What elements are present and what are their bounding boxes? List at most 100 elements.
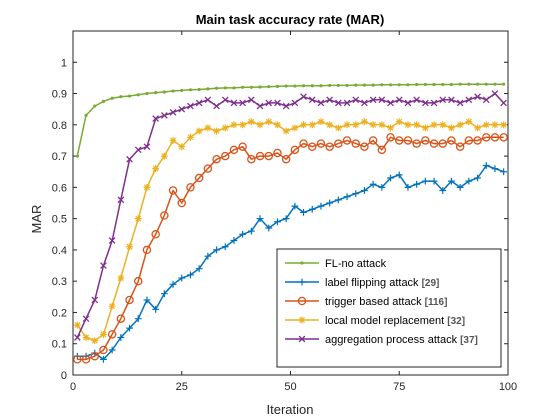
y-tick-label: 0.6: [52, 182, 67, 194]
data-point: [343, 121, 351, 129]
data-point: [354, 83, 358, 87]
data-point: [281, 154, 291, 164]
data-point: [412, 139, 421, 148]
data-point: [473, 136, 482, 145]
data-point: [300, 93, 307, 101]
data-point: [430, 99, 438, 107]
data-point: [239, 121, 247, 129]
data-point: [117, 274, 125, 282]
data-point: [178, 143, 186, 151]
data-point: [380, 83, 384, 87]
data-point: [160, 152, 168, 160]
x-axis-title: Iteration: [267, 402, 314, 417]
data-point: [290, 145, 300, 155]
legend-series-name: trigger based attack: [325, 296, 422, 308]
data-point: [387, 99, 394, 107]
legend-entry: local model replacement [32]: [285, 315, 465, 327]
data-point: [162, 90, 166, 94]
data-point: [171, 89, 175, 93]
legend-label: FL-no attack: [325, 258, 387, 270]
data-point: [108, 237, 116, 244]
data-point: [107, 330, 117, 339]
data-point: [204, 96, 212, 104]
data-point: [326, 121, 334, 129]
data-point: [230, 99, 238, 107]
data-point: [221, 243, 229, 251]
data-point: [274, 99, 281, 107]
data-point: [249, 85, 253, 89]
data-point: [482, 96, 490, 104]
data-point: [395, 118, 403, 126]
data-point: [500, 168, 508, 176]
data-point: [152, 165, 160, 172]
data-point: [430, 121, 438, 129]
data-point: [448, 177, 455, 185]
data-point: [343, 193, 351, 201]
series-line: [76, 92, 505, 338]
data-point: [161, 112, 168, 119]
data-point: [345, 83, 349, 88]
data-point: [143, 183, 151, 191]
data-point: [145, 91, 149, 96]
data-point: [134, 215, 142, 223]
y-tick-label: 0.2: [52, 307, 67, 319]
y-tick-label: 0.4: [52, 245, 67, 257]
data-point: [464, 136, 474, 145]
data-point: [475, 82, 480, 86]
data-point: [421, 136, 430, 145]
data-point: [430, 177, 438, 185]
data-point: [160, 211, 169, 220]
data-point: [241, 85, 245, 89]
data-point: [491, 90, 499, 97]
data-point: [282, 102, 290, 110]
data-point: [221, 124, 229, 132]
data-point: [447, 136, 456, 145]
data-point: [108, 302, 116, 310]
data-point: [239, 99, 246, 107]
data-point: [448, 124, 455, 132]
data-point: [334, 124, 342, 132]
x-tick-label: 75: [393, 381, 405, 393]
data-point: [500, 99, 507, 107]
data-point: [474, 174, 481, 182]
data-point: [484, 82, 488, 86]
data-point: [397, 83, 401, 87]
data-point: [258, 85, 262, 89]
data-point: [82, 334, 90, 341]
data-point: [343, 99, 351, 107]
data-point: [229, 145, 239, 155]
data-point: [206, 87, 210, 91]
data-point: [108, 346, 116, 354]
data-point: [187, 271, 194, 279]
data-point: [308, 121, 316, 129]
data-point: [256, 102, 264, 110]
data-point: [482, 121, 490, 129]
legend-series-ref: [32]: [447, 316, 465, 327]
data-point: [352, 96, 360, 104]
data-point: [213, 127, 220, 135]
legend-box: [276, 248, 502, 368]
series-0: [75, 82, 506, 158]
data-point: [448, 96, 455, 104]
data-point: [256, 215, 264, 223]
data-point: [101, 99, 106, 103]
data-point: [188, 88, 193, 92]
data-point: [160, 290, 168, 298]
data-point: [248, 96, 255, 104]
legend-swatch-marker: [298, 278, 306, 286]
data-point: [75, 154, 79, 158]
data-point: [293, 84, 297, 88]
legend-swatch-marker: [298, 335, 306, 343]
data-point: [90, 351, 100, 361]
legend-entry: aggregation process attack [37]: [285, 334, 478, 346]
data-point: [203, 164, 213, 173]
data-point: [247, 118, 255, 126]
data-point: [415, 82, 419, 87]
data-point: [187, 133, 194, 141]
data-point: [360, 142, 369, 151]
data-point: [310, 84, 314, 88]
legend-series-name: FL-no attack: [325, 258, 387, 270]
data-point: [404, 99, 412, 107]
data-point: [439, 187, 447, 194]
